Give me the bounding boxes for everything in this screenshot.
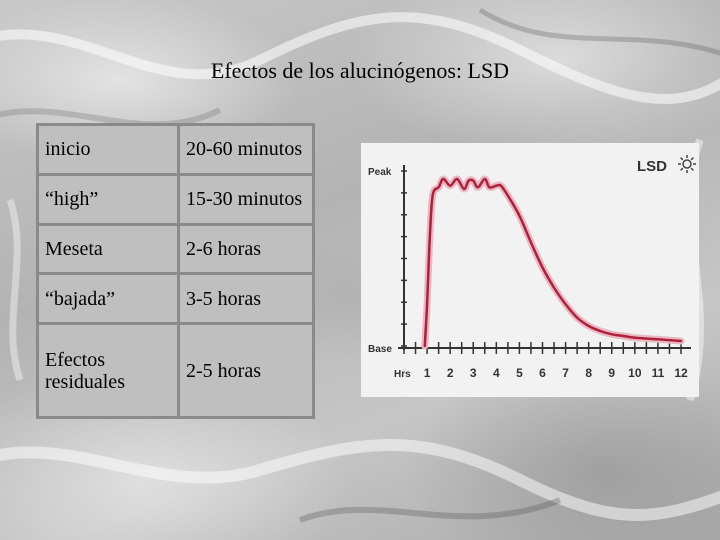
x-tick-label: 9 xyxy=(608,366,615,380)
x-tick-label: 11 xyxy=(652,366,665,380)
x-tick-labels: 1 2 3 4 5 6 7 8 9 10 11 12 xyxy=(424,366,688,380)
phase-table: inicio 20-60 minutos “high” 15-30 minuto… xyxy=(36,123,315,419)
table-row: “bajada” 3-5 horas xyxy=(36,272,315,326)
x-tick-label: 1 xyxy=(424,366,431,380)
x-tick-label: 8 xyxy=(585,366,592,380)
phase-cell: Efectos residuales xyxy=(36,322,180,419)
y-label-peak: Peak xyxy=(368,167,392,178)
duration-cell: 3-5 horas xyxy=(177,272,315,326)
x-tick-label: 4 xyxy=(493,366,500,380)
phase-cell: Meseta xyxy=(36,222,180,276)
table-row: Efectos residuales 2-5 horas xyxy=(36,322,315,419)
duration-cell: 20-60 minutos xyxy=(177,123,315,176)
page-title: Efectos de los alucinógenos: LSD xyxy=(210,58,510,83)
duration-cell: 2-5 horas xyxy=(177,322,315,419)
x-axis-label: Hrs xyxy=(394,369,411,380)
duration-cell: 15-30 minutos xyxy=(177,172,315,226)
x-tick-label: 12 xyxy=(674,366,688,380)
series-line-shadow xyxy=(421,175,685,350)
duration-cell: 2-6 horas xyxy=(177,222,315,276)
table-row: inicio 20-60 minutos xyxy=(36,123,315,176)
x-tick-label: 6 xyxy=(539,366,546,380)
table-row: Meseta 2-6 horas xyxy=(36,222,315,276)
sun-icon xyxy=(678,155,696,173)
series-line xyxy=(423,177,683,348)
x-tick-label: 7 xyxy=(562,366,569,380)
x-tick-label: 3 xyxy=(470,366,477,380)
chart-title: LSD xyxy=(637,158,667,175)
table-row: “high” 15-30 minutos xyxy=(36,172,315,226)
x-tick-label: 5 xyxy=(516,366,523,380)
x-tick-label: 2 xyxy=(447,366,454,380)
lsd-chart: LSD Peak Base Hrs 1 2 3 4 5 6 7 8 9 10 11 12 xyxy=(361,143,699,397)
phase-cell: inicio xyxy=(36,123,180,176)
phase-cell: “high” xyxy=(36,172,180,226)
x-tick-label: 10 xyxy=(628,366,642,380)
y-label-base: Base xyxy=(368,344,392,355)
chart-svg: LSD Peak Base Hrs 1 2 3 4 5 6 7 8 9 10 11 12 xyxy=(368,155,696,380)
phase-cell: “bajada” xyxy=(36,272,180,326)
x-axis-ticks xyxy=(403,342,682,354)
